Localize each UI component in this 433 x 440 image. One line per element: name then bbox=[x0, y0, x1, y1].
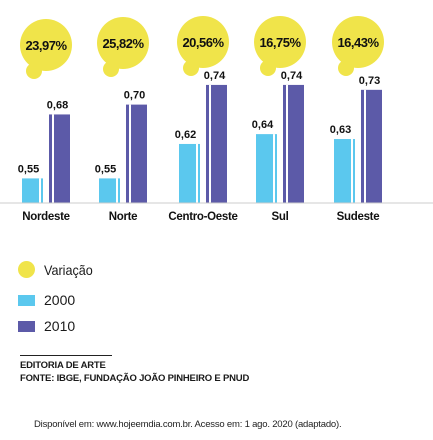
variation-bubble-nordeste bbox=[20, 19, 72, 71]
availability-note: Disponível em: www.hojeemdia.com.br. Ace… bbox=[34, 419, 342, 430]
bar-2010-norte bbox=[126, 104, 147, 203]
value-label-2000-sul: 0,64 bbox=[252, 119, 274, 131]
variation-label-nordeste: 23,97% bbox=[25, 38, 67, 53]
variation-bubble-sul bbox=[254, 16, 306, 68]
bar-2010-centro-oeste bbox=[206, 84, 227, 203]
bar-stripe-2000-sudeste bbox=[351, 139, 353, 203]
value-label-2000-norte: 0,55 bbox=[95, 163, 116, 175]
bar-2000-sudeste bbox=[334, 139, 355, 203]
category-label-nordeste: Nordeste bbox=[22, 211, 69, 223]
bar-stripe-2010-centro-oeste bbox=[209, 84, 211, 203]
category-label-centro-oeste: Centro-Oeste bbox=[168, 211, 237, 223]
variation-bubble-sudeste bbox=[332, 16, 384, 68]
variation-bubble-norte bbox=[97, 17, 149, 69]
legend-2000: 2000 bbox=[18, 292, 75, 308]
bar-stripe-2000-sul bbox=[273, 134, 275, 203]
value-label-2010-sul: 0,74 bbox=[281, 70, 303, 82]
value-label-2010-centro-oeste: 0,74 bbox=[204, 70, 226, 82]
2000-legend-label: 2000 bbox=[44, 292, 76, 308]
bar-2000-nordeste bbox=[22, 178, 43, 203]
legend-2010: 2010 bbox=[18, 318, 75, 334]
source-credit: EDITORIA DE ARTE bbox=[20, 360, 106, 371]
bar-stripe-2010-sul bbox=[286, 84, 288, 203]
bar-2000-centro-oeste bbox=[179, 143, 200, 203]
bar-stripe-2010-nordeste bbox=[52, 114, 54, 203]
variation-label-centro-oeste: 20,56% bbox=[182, 35, 224, 50]
bar-2010-sul bbox=[283, 84, 304, 203]
variation-bubble-centro-oeste bbox=[177, 16, 229, 68]
bar-2010-sudeste bbox=[361, 89, 382, 203]
bar-chart: 23,97% 0,55 0,68 Nordeste 25,82% 0,55 0,70 Nort… bbox=[0, 16, 433, 223]
bar-stripe-2010-sudeste bbox=[364, 89, 366, 203]
variation-label-sudeste: 16,43% bbox=[337, 35, 379, 50]
bar-stripe-2000-nordeste bbox=[39, 178, 41, 203]
category-label-sul: Sul bbox=[272, 211, 289, 223]
bar-2000-sul bbox=[256, 134, 277, 203]
bar-stripe-2000-centro-oeste bbox=[196, 143, 198, 203]
value-label-2000-sudeste: 0,63 bbox=[330, 124, 351, 136]
2010-legend-label: 2010 bbox=[44, 318, 76, 334]
bar-stripe-2010-norte bbox=[129, 104, 131, 203]
2000-legend-swatch bbox=[18, 294, 35, 306]
value-label-2010-norte: 0,70 bbox=[124, 90, 145, 102]
bar-2010-nordeste bbox=[49, 114, 70, 203]
2010-legend-swatch bbox=[18, 320, 35, 332]
variation-label-sul: 16,75% bbox=[259, 35, 301, 50]
value-label-2000-nordeste: 0,55 bbox=[18, 163, 39, 175]
category-label-norte: Norte bbox=[109, 211, 138, 223]
value-label-2000-centro-oeste: 0,62 bbox=[175, 129, 196, 141]
category-label-sudeste: Sudeste bbox=[337, 211, 380, 223]
variation-legend-swatch bbox=[18, 261, 35, 278]
value-label-2010-sudeste: 0,73 bbox=[359, 75, 380, 87]
source-reference: FONTE: IBGE, FUNDAÇÃO JOÃO PINHEIRO E PN… bbox=[20, 373, 250, 384]
value-label-2010-nordeste: 0,68 bbox=[47, 99, 68, 111]
variation-legend-label: Variação bbox=[44, 261, 93, 278]
variation-label-norte: 25,82% bbox=[102, 36, 144, 51]
legend-variation: Variação bbox=[18, 261, 98, 278]
bar-stripe-2000-norte bbox=[116, 178, 118, 203]
bar-2000-norte bbox=[99, 178, 120, 203]
source-divider bbox=[20, 355, 112, 356]
